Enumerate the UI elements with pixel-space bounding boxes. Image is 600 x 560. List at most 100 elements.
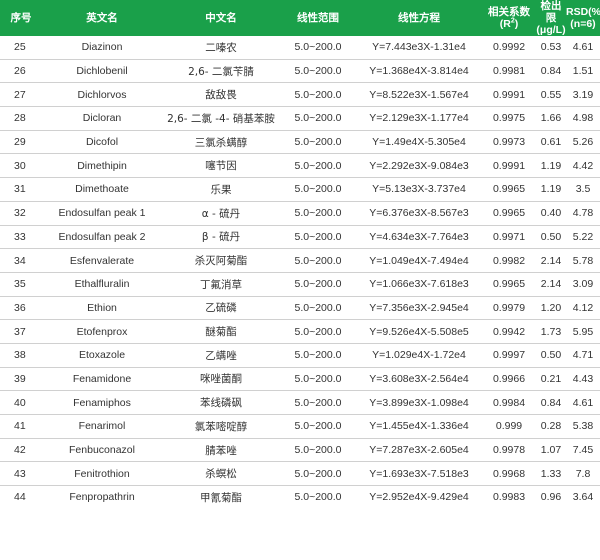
- cell-lod: 0.55: [536, 82, 566, 108]
- cell-english-name: Dicloran: [42, 106, 162, 131]
- cell-linear-range: 5.0~200.0: [280, 461, 356, 487]
- cell-no: 29: [0, 130, 42, 155]
- header-row: 序号 英文名 中文名 线性范围 线性方程 相关系数 (R2) 检出限 (μg/L…: [0, 0, 600, 36]
- cell-correlation: 0.9991: [482, 153, 536, 179]
- cell-lod: 0.84: [536, 390, 566, 415]
- cell-chinese-name: 咪唑菌酮: [162, 367, 280, 392]
- cell-linear-range: 5.0~200.0: [280, 130, 356, 155]
- cell-chinese-name: 2,6- 二氯苄腈: [162, 59, 280, 84]
- cell-linear-equation: Y=7.443e3X-1.31e4: [356, 36, 482, 60]
- cell-linear-range: 5.0~200.0: [280, 438, 356, 463]
- table-row: 38 Etoxazole 乙螨唑 5.0~200.0 Y=1.029e4X-1.72e4…: [0, 343, 600, 368]
- table-row: 44 Fenpropathrin 甲氰菊酯 5.0~200.0 Y=2.952e4X-9…: [0, 486, 600, 509]
- cell-linear-range: 5.0~200.0: [280, 153, 356, 179]
- cell-chinese-name: 乙螨唑: [162, 343, 280, 368]
- cell-correlation: 0.9965: [482, 177, 536, 202]
- cell-rsd: 1.51: [566, 59, 600, 84]
- cell-lod: 0.40: [536, 201, 566, 226]
- cell-english-name: Fenpropathrin: [69, 491, 135, 504]
- header-chinese-name: 中文名: [162, 0, 280, 36]
- cell-rsd: 7.8: [566, 461, 600, 487]
- cell-lod: 0.84: [536, 59, 566, 84]
- cell-chinese-name: β - 硫丹: [162, 225, 280, 250]
- cell-rsd: 5.78: [566, 248, 600, 273]
- cell-correlation: 0.9966: [482, 367, 536, 392]
- table-row: 43 Fenitrothion 杀螟松 5.0~200.0 Y=1.693e3X-7.5…: [0, 461, 600, 487]
- header-correlation-line2: (R2): [482, 18, 536, 31]
- cell-lod: 2.14: [536, 248, 566, 273]
- cell-chinese-name: 腈苯唑: [162, 438, 280, 463]
- cell-lod: 1.19: [536, 177, 566, 202]
- cell-english-name: Endosulfan peak 1: [42, 201, 162, 226]
- table-row: 35 Ethalfluralin 丁氟消草 5.0~200.0 Y=1.066e3X-7…: [0, 272, 600, 297]
- table-row: 28 Dicloran 2,6- 二氯 -4- 硝基苯胺 5.0~200.0 Y=2.1…: [0, 106, 600, 131]
- cell-linear-range: 5.0~200.0: [280, 272, 356, 297]
- cell-english-name: Fenamiphos: [42, 390, 162, 415]
- cell-correlation: 0.999: [482, 414, 536, 439]
- cell-chinese-name: 二嗪农: [162, 36, 280, 60]
- cell-linear-range: 5.0~200.0: [280, 343, 356, 368]
- header-correlation-line1: 相关系数: [488, 6, 530, 18]
- cell-linear-range: 5.0~200.0: [294, 491, 342, 504]
- table-row: 39 Fenamidone 咪唑菌酮 5.0~200.0 Y=3.608e3X-2.56…: [0, 367, 600, 392]
- cell-rsd: 3.09: [566, 272, 600, 297]
- cell-linear-equation: Y=3.899e3X-1.098e4: [356, 390, 482, 415]
- cell-chinese-name: 杀灭阿菊酯: [162, 248, 280, 273]
- cell-correlation: 0.9942: [482, 319, 536, 344]
- cell-no: 28: [0, 106, 42, 131]
- cell-linear-equation: Y=4.634e3X-7.764e3: [356, 225, 482, 250]
- cell-linear-equation: Y=1.049e4X-7.494e4: [356, 248, 482, 273]
- cell-rsd: 4.71: [566, 343, 600, 368]
- cell-rsd: 4.42: [566, 153, 600, 179]
- cell-english-name: Ethion: [42, 296, 162, 321]
- cell-english-name: Esfenvalerate: [42, 248, 162, 273]
- cell-correlation: 0.9991: [482, 82, 536, 108]
- cell-linear-equation: Y=3.608e3X-2.564e4: [356, 367, 482, 392]
- cell-linear-equation: Y=1.029e4X-1.72e4: [356, 343, 482, 368]
- cell-linear-range: 5.0~200.0: [280, 296, 356, 321]
- cell-chinese-name: 敌敌畏: [162, 82, 280, 108]
- header-rsd-line2: (n=6): [570, 18, 596, 30]
- table-row: 41 Fenarimol 氯苯嘧啶醇 5.0~200.0 Y=1.455e4X-1.33…: [0, 414, 600, 439]
- cell-chinese-name: 醚菊酯: [162, 319, 280, 344]
- table-row: 25 Diazinon 二嗪农 5.0~200.0 Y=7.443e3X-1.31e4 0…: [0, 36, 600, 60]
- cell-english-name: Dimethoate: [42, 177, 162, 202]
- header-rsd-line1: RSD(%): [566, 6, 600, 18]
- header-english-name: 英文名: [42, 0, 162, 36]
- cell-linear-equation: Y=1.368e4X-3.814e4: [356, 59, 482, 84]
- cell-linear-equation: Y=9.526e4X-5.508e5: [356, 319, 482, 344]
- header-lod: 检出限 (μg/L): [536, 0, 566, 36]
- cell-lod: 0.61: [536, 130, 566, 155]
- table-row: 29 Dicofol 三氯杀螨醇 5.0~200.0 Y=1.49e4X-5.305e4…: [0, 130, 600, 155]
- cell-english-name: Etoxazole: [42, 343, 162, 368]
- cell-english-name: Fenitrothion: [42, 461, 162, 487]
- cell-linear-range: 5.0~200.0: [280, 414, 356, 439]
- cell-linear-equation: Y=2.129e3X-1.177e4: [356, 106, 482, 131]
- cell-linear-equation: Y=1.49e4X-5.305e4: [356, 130, 482, 155]
- cell-linear-equation: Y=1.455e4X-1.336e4: [356, 414, 482, 439]
- cell-no: 41: [0, 414, 42, 439]
- cell-correlation: 0.9997: [482, 343, 536, 368]
- table-row: 26 Dichlobenil 2,6- 二氯苄腈 5.0~200.0 Y=1.368e4…: [0, 59, 600, 84]
- cell-chinese-name: 三氯杀螨醇: [162, 130, 280, 155]
- cell-no: 25: [0, 36, 42, 60]
- cell-english-name: Fenamidone: [42, 367, 162, 392]
- cell-lod: 0.96: [540, 491, 562, 504]
- cell-rsd: 5.22: [566, 225, 600, 250]
- cell-english-name: Diazinon: [42, 36, 162, 60]
- cell-rsd: 4.78: [566, 201, 600, 226]
- cell-correlation: 0.9984: [482, 390, 536, 415]
- cell-lod: 1.07: [536, 438, 566, 463]
- header-linear-equation: 线性方程: [356, 0, 482, 36]
- cell-lod: 1.20: [536, 296, 566, 321]
- cell-rsd: 5.95: [566, 319, 600, 344]
- cell-linear-range: 5.0~200.0: [280, 177, 356, 202]
- cell-english-name: Fenarimol: [42, 414, 162, 439]
- cell-linear-equation: Y=6.376e3X-8.567e3: [356, 201, 482, 226]
- cell-rsd: 7.45: [566, 438, 600, 463]
- cell-linear-range: 5.0~200.0: [280, 59, 356, 84]
- cell-linear-range: 5.0~200.0: [280, 319, 356, 344]
- cell-linear-range: 5.0~200.0: [280, 106, 356, 131]
- table-row: 31 Dimethoate 乐果 5.0~200.0 Y=5.13e3X-3.737e4…: [0, 177, 600, 202]
- cell-no: 36: [0, 296, 42, 321]
